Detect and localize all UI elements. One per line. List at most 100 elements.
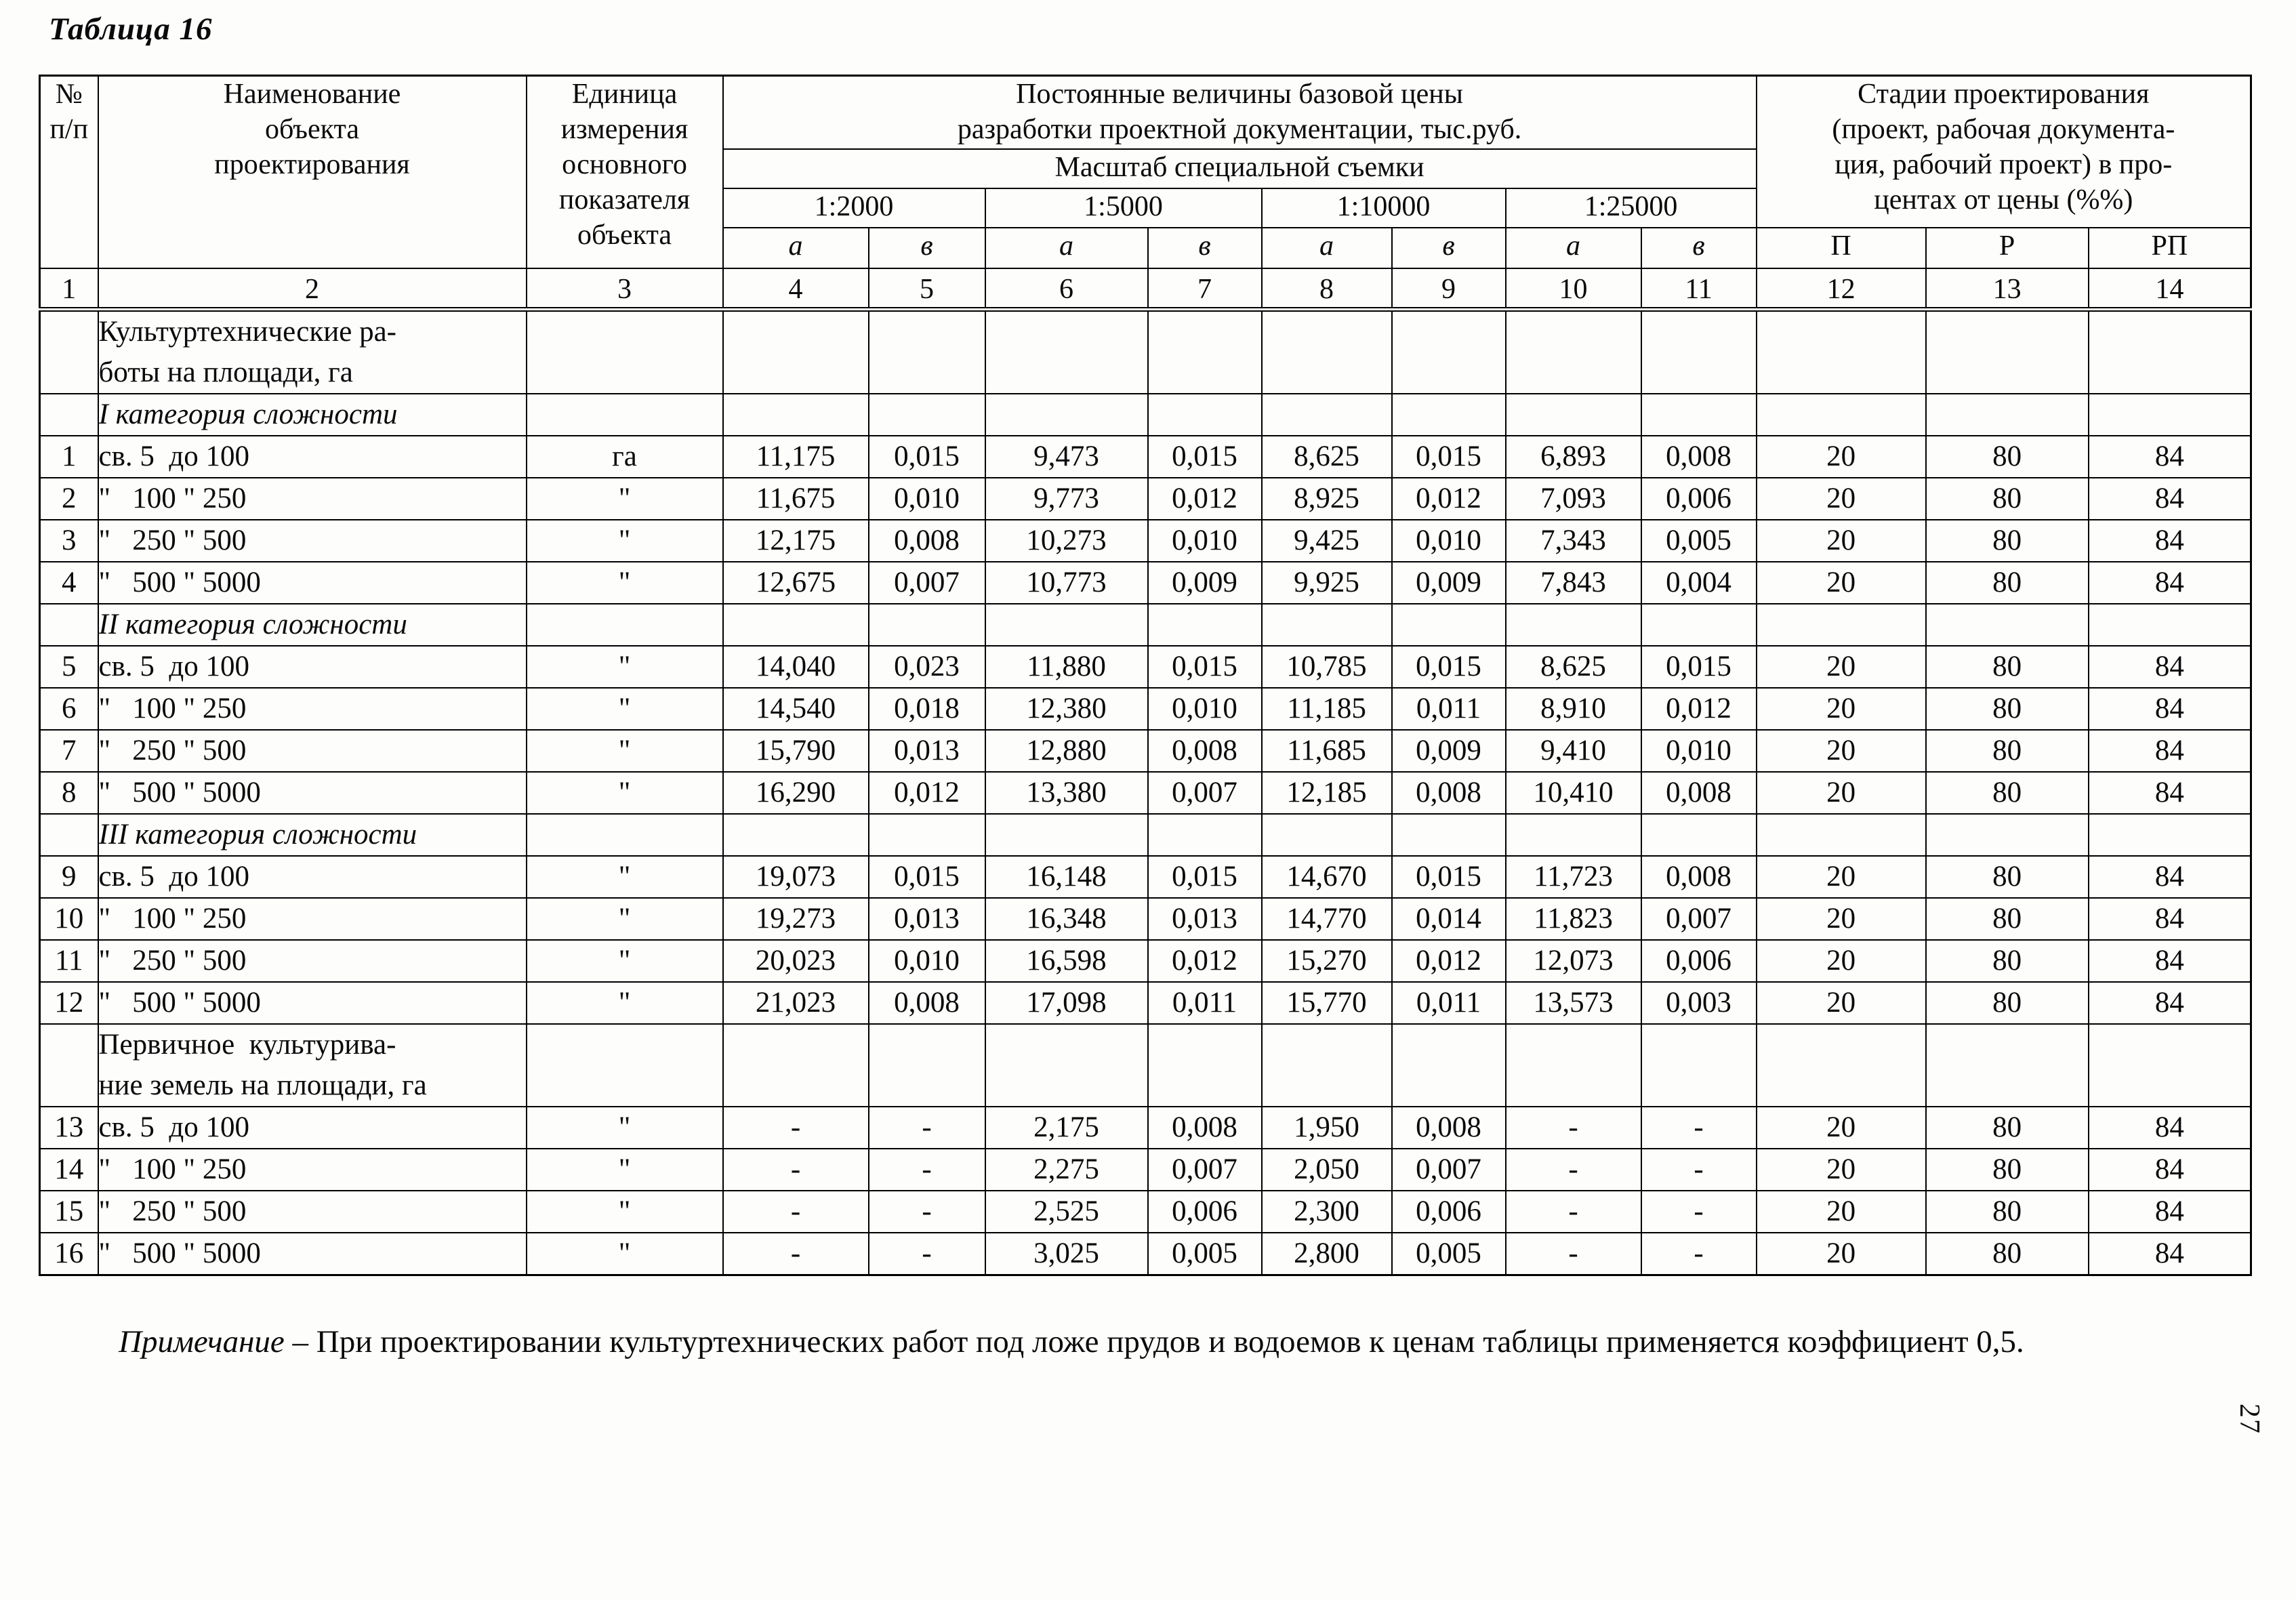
- header-scale-1-25000: 1:25000: [1504, 187, 1757, 228]
- column-number: 6: [984, 267, 1149, 312]
- stage-cell: 84: [2087, 939, 2252, 983]
- value-cell: [867, 813, 986, 857]
- row-number-cell: [39, 392, 99, 436]
- header-col-no: № п/п: [39, 75, 99, 269]
- value-cell: 0,004: [1640, 560, 1757, 604]
- value-cell: -: [722, 1105, 869, 1149]
- row-number-cell: 15: [39, 1189, 99, 1233]
- row-number-cell: 14: [39, 1147, 99, 1191]
- value-cell: [1147, 1023, 1263, 1107]
- value-cell: 0,008: [1640, 771, 1757, 815]
- row-number-cell: 16: [39, 1231, 99, 1276]
- stage-cell: 20: [1755, 560, 1927, 604]
- column-number: 8: [1260, 267, 1393, 312]
- value-cell: 0,012: [867, 771, 986, 815]
- value-cell: [1640, 602, 1757, 647]
- value-cell: [1640, 813, 1757, 857]
- value-cell: [1504, 813, 1642, 857]
- value-cell: -: [1504, 1189, 1642, 1233]
- value-cell: 0,015: [1147, 434, 1263, 478]
- object-name-cell: " 100 " 250: [97, 897, 527, 941]
- value-cell: 13,380: [984, 771, 1149, 815]
- value-cell: 0,010: [867, 939, 986, 983]
- value-cell: 0,005: [1147, 1231, 1263, 1276]
- page-number: 27: [2234, 1403, 2265, 1435]
- header-b: в: [867, 226, 986, 269]
- stage-cell: 20: [1755, 729, 1927, 773]
- value-cell: [984, 602, 1149, 647]
- header-a: а: [1504, 226, 1642, 269]
- stage-cell: 20: [1755, 855, 1927, 899]
- value-cell: 0,012: [1391, 476, 1506, 520]
- value-cell: [1260, 813, 1393, 857]
- table-title: Таблица 16: [49, 12, 213, 47]
- value-cell: 8,625: [1260, 434, 1393, 478]
- value-cell: 7,093: [1504, 476, 1642, 520]
- column-number: 10: [1504, 267, 1642, 312]
- table-row: 16 " 500 " 5000 " - -3,025 0,005 2,800 0,005- -2…: [39, 1231, 2252, 1276]
- value-cell: [984, 392, 1149, 436]
- value-cell: [1391, 392, 1506, 436]
- value-cell: 0,007: [1147, 1147, 1263, 1191]
- stage-cell: 20: [1755, 981, 1927, 1025]
- table-row: 1 св. 5 до 100 га 11,175 0,015 9,473 0,015 8,62…: [39, 434, 2252, 478]
- group-header-row: Первичное культурива- ние земель на площ…: [39, 1023, 2252, 1107]
- value-cell: 10,273: [984, 518, 1149, 562]
- value-cell: 2,050: [1260, 1147, 1393, 1191]
- value-cell: [1260, 392, 1393, 436]
- header-scale-1-2000: 1:2000: [722, 187, 986, 228]
- value-cell: 9,773: [984, 476, 1149, 520]
- value-cell: -: [1640, 1105, 1757, 1149]
- header-stage-p: П: [1755, 226, 1927, 269]
- stage-cell: 80: [1925, 518, 2089, 562]
- stage-cell: [2087, 308, 2252, 394]
- value-cell: [1147, 308, 1263, 394]
- stage-cell: 20: [1755, 476, 1927, 520]
- value-cell: [722, 308, 869, 394]
- row-number-cell: 4: [39, 560, 99, 604]
- row-number-cell: 7: [39, 729, 99, 773]
- object-name-cell: " 250 " 500: [97, 1189, 527, 1233]
- value-cell: [1147, 813, 1263, 857]
- column-number: 12: [1755, 267, 1927, 312]
- value-cell: [722, 813, 869, 857]
- value-cell: 0,010: [1147, 518, 1263, 562]
- stage-cell: 20: [1755, 644, 1927, 689]
- value-cell: 0,012: [1640, 686, 1757, 731]
- value-cell: 0,012: [1147, 476, 1263, 520]
- stage-cell: [1755, 1023, 1927, 1107]
- value-cell: 13,573: [1504, 981, 1642, 1025]
- value-cell: [1391, 1023, 1506, 1107]
- table-row: 8 " 500 " 5000 " 16,290 0,012 13,380 0,007 12,1…: [39, 771, 2252, 815]
- column-number: 2: [97, 267, 527, 312]
- value-cell: 0,015: [1391, 644, 1506, 689]
- value-cell: 0,008: [1640, 855, 1757, 899]
- value-cell: 0,008: [1147, 1105, 1263, 1149]
- stage-cell: 84: [2087, 1231, 2252, 1276]
- value-cell: 0,006: [1391, 1189, 1506, 1233]
- value-cell: 16,598: [984, 939, 1149, 983]
- value-cell: 15,770: [1260, 981, 1393, 1025]
- row-number-cell: 3: [39, 518, 99, 562]
- stage-cell: 20: [1755, 771, 1927, 815]
- table-header: № п/п Наименование объекта проектировани…: [39, 75, 2252, 312]
- table-row: 15 " 250 " 500 " - -2,525 0,006 2,300 0,006- -20…: [39, 1189, 2252, 1233]
- object-name-cell: " 250 " 500: [97, 729, 527, 773]
- stage-cell: 84: [2087, 434, 2252, 478]
- row-number-cell: [39, 1023, 99, 1107]
- value-cell: 0,010: [1391, 518, 1506, 562]
- value-cell: [1260, 308, 1393, 394]
- value-cell: 0,015: [1147, 644, 1263, 689]
- value-cell: 0,013: [1147, 897, 1263, 941]
- price-table: № п/п Наименование объекта проектировани…: [39, 75, 2253, 1276]
- value-cell: [867, 602, 986, 647]
- value-cell: 0,007: [1147, 771, 1263, 815]
- value-cell: 8,910: [1504, 686, 1642, 731]
- stage-cell: 80: [1925, 1105, 2089, 1149]
- header-a: а: [984, 226, 1149, 269]
- value-cell: [1391, 602, 1506, 647]
- stage-cell: 80: [1925, 476, 2089, 520]
- value-cell: 0,015: [1391, 434, 1506, 478]
- value-cell: [984, 1023, 1149, 1107]
- stage-cell: 20: [1755, 1105, 1927, 1149]
